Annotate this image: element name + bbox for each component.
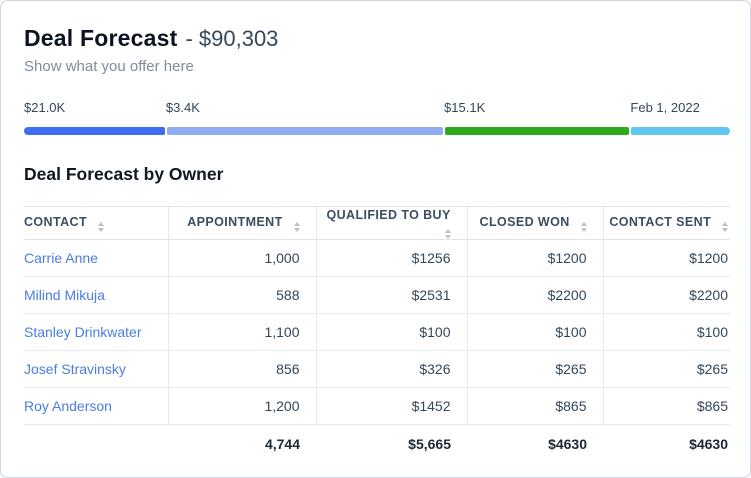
totals-closed-won: $4630 xyxy=(548,435,587,452)
progress-segment-1 xyxy=(24,127,165,135)
progress-label-3: $15.1K xyxy=(444,100,486,115)
contact-cell: Josef Stravinsky xyxy=(24,350,168,388)
contact-link[interactable]: Milind Mikuja xyxy=(24,287,105,303)
table-row: Josef Stravinsky 856 $326 $265 $265 xyxy=(24,350,730,388)
table-row: Milind Mikuja 588 $2531 $2200 $2200 xyxy=(24,276,730,314)
table-row: Carrie Anne 1,000 $1256 $1200 $1200 xyxy=(24,239,730,277)
closed-won-cell: $100 xyxy=(466,313,603,351)
column-header-label: Contact xyxy=(24,214,87,229)
column-header-qualified-to-buy[interactable]: Qualified to Buy xyxy=(315,206,467,240)
section-title: Deal Forecast by Owner xyxy=(24,164,224,184)
column-header-label: Appointment xyxy=(187,214,283,229)
appointment-cell: 856 xyxy=(167,350,316,388)
progress-segment-4 xyxy=(631,127,730,135)
column-header-label: Contact Sent xyxy=(609,214,712,229)
column-header-label: Closed Won xyxy=(479,214,570,229)
contact-link[interactable]: Stanley Drinkwater xyxy=(24,324,142,340)
contact-sent-cell: $100 xyxy=(602,313,730,351)
deal-forecast-table: Contact Appointment Qualified to Buy Clo… xyxy=(24,206,730,463)
closed-won-cell: $2200 xyxy=(466,276,603,314)
qualified-to-buy-cell: $1256 xyxy=(315,239,467,277)
appointment-cell: 1,100 xyxy=(167,313,316,351)
closed-won-cell: $865 xyxy=(466,387,603,425)
column-header-contact[interactable]: Contact xyxy=(24,206,168,240)
sort-icon[interactable] xyxy=(97,221,104,232)
totals-qualified-to-buy: $5,665 xyxy=(408,435,451,452)
appointment-cell: 1,000 xyxy=(167,239,316,277)
forecast-progress: $21.0K $3.4K $15.1K Feb 1, 2022 xyxy=(24,100,730,135)
contact-link[interactable]: Josef Stravinsky xyxy=(24,361,126,377)
column-header-closed-won[interactable]: Closed Won xyxy=(466,206,603,240)
appointment-cell: 1,200 xyxy=(167,387,316,425)
table-row: Stanley Drinkwater 1,100 $100 $100 $100 xyxy=(24,313,730,351)
sort-icon[interactable] xyxy=(444,228,451,239)
qualified-to-buy-cell: $1452 xyxy=(315,387,467,425)
page-title-text: Deal Forecast xyxy=(24,25,178,51)
progress-bar xyxy=(24,127,730,135)
totals-appointment: 4,744 xyxy=(264,435,300,452)
qualified-to-buy-cell: $2531 xyxy=(315,276,467,314)
page-title-amount: - $90,303 xyxy=(185,26,279,51)
contact-sent-cell: $1200 xyxy=(602,239,730,277)
closed-won-cell: $265 xyxy=(466,350,603,388)
contact-sent-cell: $865 xyxy=(602,387,730,425)
column-header-appointment[interactable]: Appointment xyxy=(167,206,316,240)
table-totals-row: 4,744 $5,665 $4630 $4630 xyxy=(24,425,730,463)
progress-label-4: Feb 1, 2022 xyxy=(630,100,700,115)
page-subtitle: Show what you offer here xyxy=(24,58,194,75)
contact-cell: Roy Anderson xyxy=(24,387,168,425)
contact-cell: Stanley Drinkwater xyxy=(24,313,168,351)
table-row: Roy Anderson 1,200 $1452 $865 $865 xyxy=(24,387,730,425)
contact-cell: Carrie Anne xyxy=(24,239,168,277)
contact-link[interactable]: Carrie Anne xyxy=(24,250,98,266)
progress-label-1: $21.0K xyxy=(24,100,66,115)
progress-label-2: $3.4K xyxy=(165,100,200,115)
progress-segment-3 xyxy=(444,127,630,135)
progress-segment-2 xyxy=(166,127,443,135)
column-header-label: Qualified to Buy xyxy=(326,207,451,222)
sort-icon[interactable] xyxy=(293,221,300,232)
totals-contact-cell xyxy=(24,425,168,463)
sort-icon[interactable] xyxy=(580,221,587,232)
column-header-contact-sent[interactable]: Contact Sent xyxy=(602,206,730,240)
contact-link[interactable]: Roy Anderson xyxy=(24,398,112,414)
page-title: Deal Forecast - $90,303 xyxy=(24,25,728,52)
closed-won-cell: $1200 xyxy=(466,239,603,277)
contact-sent-cell: $2200 xyxy=(602,276,730,314)
progress-labels: $21.0K $3.4K $15.1K Feb 1, 2022 xyxy=(24,100,730,115)
totals-contact-sent: $4630 xyxy=(689,435,728,452)
qualified-to-buy-cell: $326 xyxy=(315,350,467,388)
contact-cell: Milind Mikuja xyxy=(24,276,168,314)
sort-icon[interactable] xyxy=(722,221,728,232)
qualified-to-buy-cell: $100 xyxy=(315,313,467,351)
contact-sent-cell: $265 xyxy=(602,350,730,388)
table-header-row: Contact Appointment Qualified to Buy Clo… xyxy=(24,206,730,240)
appointment-cell: 588 xyxy=(167,276,316,314)
